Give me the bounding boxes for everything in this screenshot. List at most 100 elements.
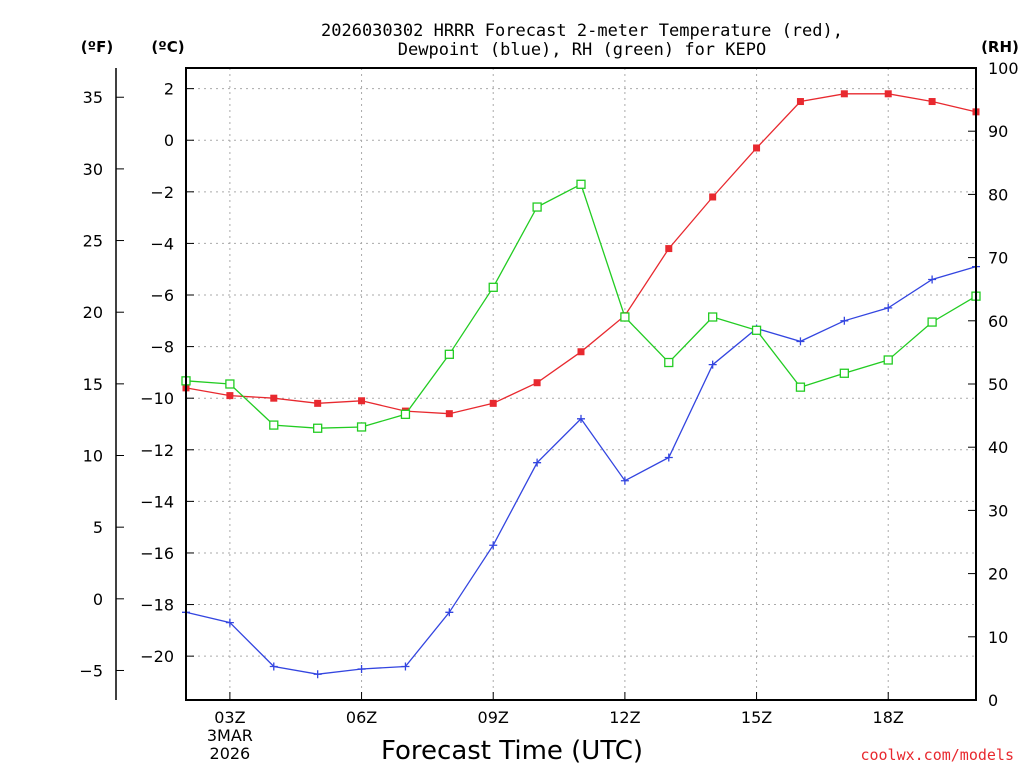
dewpoint-point xyxy=(445,608,454,617)
rh-line xyxy=(185,183,977,429)
x-tick-label: 15Z xyxy=(741,708,772,727)
celsius-tick-label: 0 xyxy=(164,131,174,150)
dewpoint-line xyxy=(185,265,977,675)
rh-point xyxy=(795,382,806,392)
rh-point xyxy=(356,422,367,432)
fahrenheit-tick-label: −5 xyxy=(79,661,103,680)
chart-title-line-2: Dewpoint (blue), RH (green) for KEPO xyxy=(398,40,766,60)
rh-point xyxy=(883,355,893,365)
rh-tick-label: 100 xyxy=(988,59,1019,78)
dewpoint-point xyxy=(313,670,322,679)
x-tick-label: 12Z xyxy=(609,708,640,727)
series-layer xyxy=(181,90,981,679)
rh-tick-label: 60 xyxy=(988,312,1008,331)
rh-tick-label: 0 xyxy=(988,691,998,710)
celsius-ticks: 2 0 −2 −4 −6 −8 −10 −12 −14 −16 −18 −20 xyxy=(140,80,194,666)
rh-tick-label: 30 xyxy=(988,501,1008,520)
celsius-tick-label: −6 xyxy=(150,286,174,305)
dewpoint-point xyxy=(708,360,717,369)
dewpoint-point xyxy=(884,303,893,312)
rh-point xyxy=(839,368,849,378)
fahrenheit-tick-label: 5 xyxy=(93,518,103,537)
temperature-point xyxy=(270,394,278,402)
fahrenheit-ticks: 35 30 25 20 15 10 5 0 −5 xyxy=(79,88,124,680)
rh-tick-label: 50 xyxy=(988,375,1008,394)
x-axis-label: Forecast Time (UTC) xyxy=(381,736,643,766)
rh-point xyxy=(751,325,762,335)
x-tick-label: 03Z xyxy=(214,708,245,727)
dewpoint-point xyxy=(840,316,849,325)
rh-point xyxy=(313,423,323,433)
temperature-point xyxy=(314,399,322,407)
fahrenheit-tick-label: 35 xyxy=(83,88,103,107)
dewpoint-point xyxy=(577,414,585,423)
rh-point xyxy=(620,312,630,322)
dewpoint-point xyxy=(664,453,673,462)
fahrenheit-tick-label: 10 xyxy=(83,447,103,466)
temperature-point xyxy=(928,98,936,106)
chart-title-line-1: 2026030302 HRRR Forecast 2-meter Tempera… xyxy=(321,21,843,41)
rh-point xyxy=(488,282,498,292)
rh-point xyxy=(444,349,454,359)
celsius-tick-label: −4 xyxy=(150,234,174,253)
dewpoint-point xyxy=(928,275,937,284)
temperature-point xyxy=(753,144,761,152)
fahrenheit-tick-label: 0 xyxy=(93,590,103,609)
dewpoint-point xyxy=(269,662,278,671)
x-tick-date-label: 2026 xyxy=(210,744,251,763)
temperature-point xyxy=(796,98,804,106)
celsius-tick-label: −16 xyxy=(140,544,174,563)
rh-point xyxy=(576,179,586,189)
celsius-axis-label: (ºC) xyxy=(151,38,184,56)
rh-point xyxy=(269,420,279,430)
rh-tick-label: 40 xyxy=(988,438,1008,457)
temperature-point xyxy=(884,90,892,98)
dewpoint-point xyxy=(620,476,629,485)
fahrenheit-tick-label: 30 xyxy=(83,160,103,179)
rh-tick-label: 10 xyxy=(988,628,1008,647)
dewpoint-point xyxy=(357,665,366,674)
rh-point xyxy=(927,317,937,327)
temperature-point xyxy=(358,397,366,405)
temperature-point xyxy=(709,193,717,201)
rh-point xyxy=(708,312,718,322)
rh-point xyxy=(400,409,411,419)
x-tick-date-label: 3MAR xyxy=(207,726,253,745)
temperature-point xyxy=(226,392,234,400)
celsius-tick-label: −8 xyxy=(150,338,174,357)
celsius-tick-label: −18 xyxy=(140,596,174,615)
credit-text: coolwx.com/models xyxy=(860,746,1014,764)
rh-point xyxy=(664,357,674,368)
x-tick-label: 18Z xyxy=(873,708,904,727)
fahrenheit-tick-label: 25 xyxy=(83,232,103,251)
dewpoint-point xyxy=(225,618,234,627)
fahrenheit-tick-label: 15 xyxy=(83,375,103,394)
temperature-point xyxy=(840,90,848,98)
celsius-tick-label: −2 xyxy=(150,183,174,202)
grid xyxy=(186,68,976,700)
temperature-point xyxy=(489,399,497,407)
dewpoint-point xyxy=(401,662,410,671)
rh-point xyxy=(532,202,542,212)
plot-frame xyxy=(185,67,977,701)
rh-tick-label: 80 xyxy=(988,185,1008,204)
temperature-point xyxy=(577,348,585,356)
celsius-tick-label: 2 xyxy=(164,80,174,99)
dewpoint-point xyxy=(796,337,805,346)
celsius-tick-label: −20 xyxy=(140,647,174,666)
celsius-tick-label: −14 xyxy=(140,492,174,511)
rh-tick-label: 70 xyxy=(988,249,1008,268)
fahrenheit-tick-label: 20 xyxy=(83,303,103,322)
rh-tick-label: 20 xyxy=(988,565,1008,584)
rh-point xyxy=(225,379,235,389)
temperature-line xyxy=(185,93,977,415)
x-tick-label: 09Z xyxy=(478,708,509,727)
rh-tick-label: 90 xyxy=(988,122,1008,141)
dewpoint-point xyxy=(489,541,498,550)
fahrenheit-axis-label: (ºF) xyxy=(81,38,113,56)
temperature-point xyxy=(445,410,453,418)
temperature-point xyxy=(665,245,673,253)
dewpoint-point xyxy=(533,458,542,467)
